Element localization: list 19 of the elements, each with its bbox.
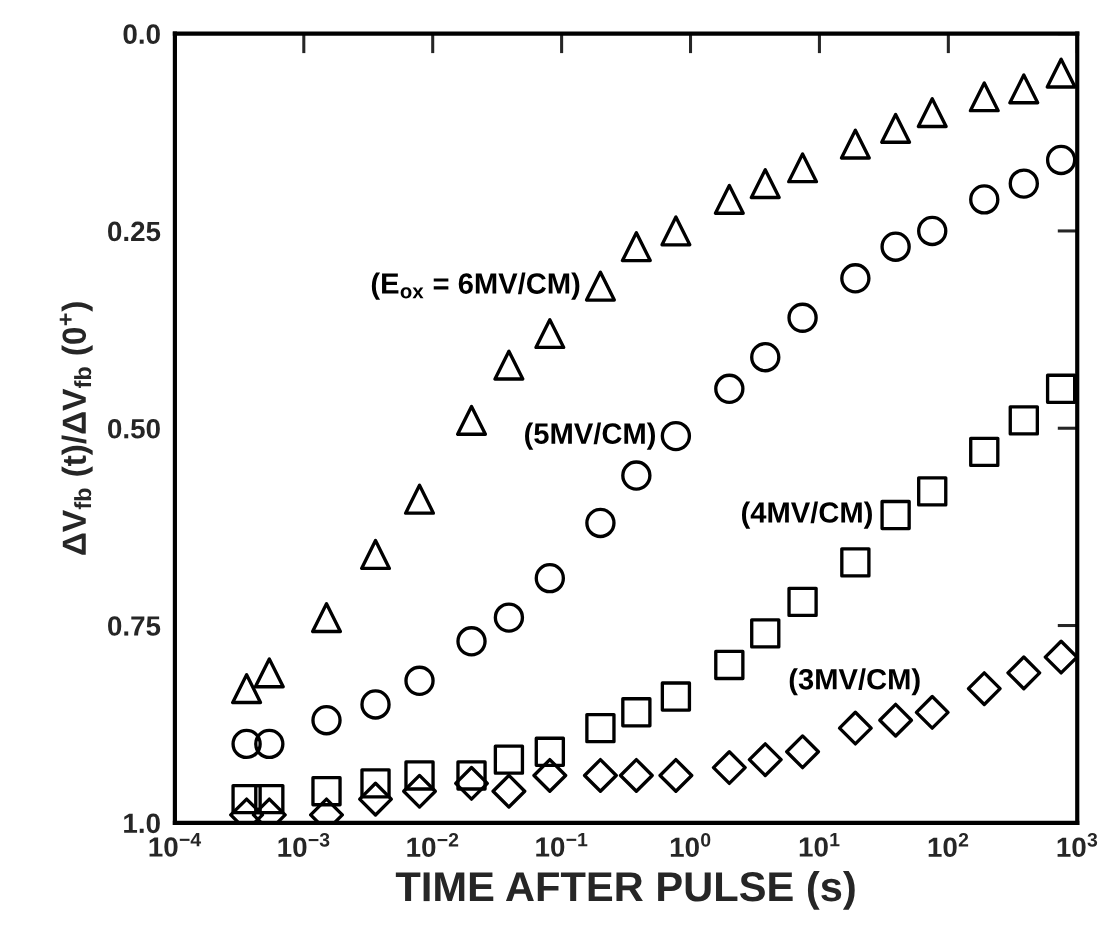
y-axis-title: ΔV$_{fb}$ (t)/ΔV$_{fb}$ (0$^{+}$) bbox=[59, 302, 93, 555]
x-tick-label: 10$^{0}$ bbox=[670, 832, 711, 858]
series-label: (5MV/CM) bbox=[525, 422, 655, 450]
x-axis-title: TIME AFTER PULSE (s) bbox=[395, 870, 855, 910]
y-tick-label: 0.25 bbox=[108, 221, 161, 242]
series-label: (4MV/CM) bbox=[742, 501, 872, 529]
series-label: (E$_{ox}$ = 6MV/CM) bbox=[371, 272, 580, 300]
x-tick-label: 10$^{−2}$ bbox=[407, 832, 459, 858]
y-tick-label: 0.0 bbox=[123, 24, 160, 44]
y-tick-label: 0.50 bbox=[108, 418, 160, 439]
x-tick-label: 10$^{2}$ bbox=[928, 832, 969, 858]
x-tick-label: 10$^{−4}$ bbox=[149, 832, 202, 857]
y-tick-label: 0.75 bbox=[108, 616, 161, 636]
x-tick-label: 10$^{1}$ bbox=[799, 832, 840, 857]
y-tick-label: 1.0 bbox=[124, 813, 160, 834]
x-tick-label: 10$^{−3}$ bbox=[278, 832, 330, 858]
series-label: (3MV/CM) bbox=[789, 668, 920, 696]
x-tick-label: 10$^{3}$ bbox=[1057, 832, 1098, 858]
x-tick-label: 10$^{−1}$ bbox=[536, 832, 588, 857]
